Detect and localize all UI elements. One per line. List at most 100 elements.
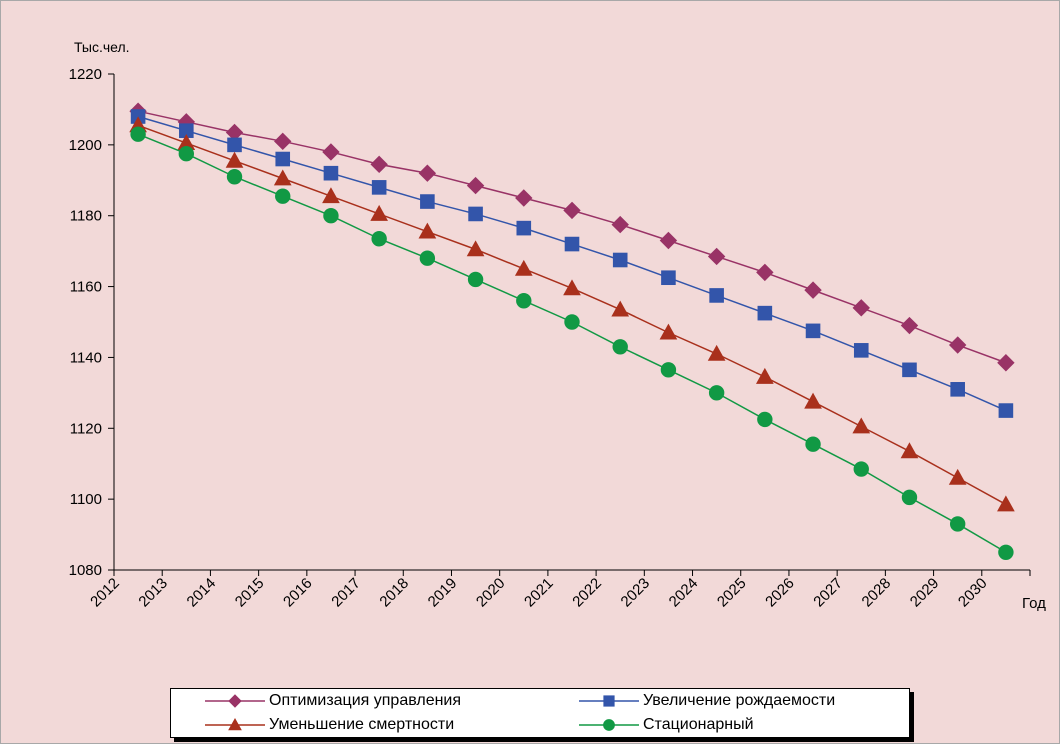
series-2 [130, 109, 1014, 418]
data-point [516, 220, 532, 236]
legend-swatch-marker [603, 695, 615, 707]
data-point [612, 252, 628, 268]
data-point [370, 155, 388, 174]
data-point [611, 215, 629, 234]
legend: Оптимизация управления Увеличение рождаем… [170, 688, 910, 738]
data-point [998, 544, 1014, 560]
data-point [997, 354, 1015, 372]
data-point [900, 316, 919, 335]
legend-label: Уменьшение смертности [269, 716, 455, 733]
data-point [273, 169, 292, 186]
y-tick-label: 1080 [69, 562, 102, 579]
legend-item: Увеличение рождаемости [579, 689, 835, 713]
x-tick-label: 2028 [859, 575, 895, 611]
legend-swatch [579, 695, 639, 707]
data-point [853, 461, 869, 477]
data-point [708, 385, 725, 401]
data-point [612, 339, 628, 355]
data-point [515, 189, 533, 207]
legend-swatch [205, 717, 265, 731]
data-point [130, 126, 146, 142]
data-point [707, 344, 726, 361]
legend-item: Стационарный [579, 713, 754, 737]
data-point [371, 231, 387, 247]
data-point [661, 270, 676, 286]
x-tick-label: 2018 [376, 575, 412, 611]
x-tick-label: 2022 [569, 575, 605, 611]
data-point [468, 206, 483, 222]
y-tick-label: 1180 [70, 208, 102, 225]
x-tick-label: 2015 [232, 575, 268, 611]
data-point [660, 362, 677, 378]
x-tick-label: 2030 [955, 575, 991, 611]
data-point [227, 137, 242, 153]
data-point [756, 263, 774, 282]
data-point [563, 279, 581, 296]
legend-swatch-marker [228, 694, 242, 708]
y-tick-label: 1160 [70, 279, 102, 296]
data-point [755, 367, 774, 384]
data-point [948, 336, 967, 354]
series-line [137, 133, 1007, 553]
data-point [275, 151, 291, 167]
data-point [564, 314, 580, 330]
series-1 [129, 102, 1015, 372]
y-axis-title: Тыс.чел. [74, 39, 130, 55]
data-point [466, 240, 485, 257]
data-point [226, 169, 243, 185]
data-point [322, 187, 340, 204]
data-point [659, 323, 678, 340]
x-tick-label: 2029 [907, 575, 943, 611]
data-point [997, 495, 1015, 512]
data-point [370, 204, 389, 221]
axes: 1080 1100 1120 1140 1160 1180 1200 1220 2012 2013… [69, 66, 1031, 611]
legend-label: Увеличение рождаемости [643, 692, 836, 709]
legend-swatch-marker [228, 717, 242, 731]
legend-swatch [579, 719, 639, 731]
data-point [418, 164, 437, 182]
y-tick-label: 1200 [69, 137, 102, 154]
data-point [902, 362, 917, 378]
data-point [466, 176, 485, 195]
data-point [516, 293, 532, 309]
x-tick-label: 2019 [425, 575, 461, 611]
data-point [852, 299, 870, 317]
legend-item: Оптимизация управления [205, 689, 461, 713]
series-3 [129, 116, 1015, 512]
x-tick-label: 2013 [135, 575, 171, 611]
x-tick-label: 2014 [184, 575, 220, 611]
series-4 [130, 126, 1014, 560]
data-point [659, 231, 678, 250]
data-point [563, 201, 581, 220]
x-tick-label: 2012 [87, 575, 123, 611]
data-point [611, 300, 630, 317]
data-point [419, 250, 436, 266]
legend-swatch-marker [603, 719, 615, 731]
legend-item: Уменьшение смертности [205, 713, 454, 737]
data-point [805, 323, 821, 339]
legend-label: Стационарный [643, 716, 754, 733]
data-point [514, 259, 533, 276]
data-point [998, 403, 1014, 418]
data-point [853, 343, 869, 358]
data-point [948, 468, 967, 485]
data-point [852, 417, 871, 434]
x-tick-label: 2027 [810, 575, 846, 611]
x-tick-label: 2025 [714, 575, 750, 611]
data-point [274, 132, 292, 151]
data-point [420, 194, 435, 209]
y-tick-label: 1100 [70, 491, 102, 508]
data-point [949, 516, 966, 532]
y-tick-label: 1140 [70, 349, 102, 366]
data-point [564, 236, 580, 252]
data-point [178, 146, 195, 162]
x-tick-label: 2021 [521, 575, 557, 611]
data-point [950, 382, 965, 397]
x-axis-title: Год [1022, 595, 1046, 612]
data-point [757, 411, 773, 428]
legend-swatch [205, 694, 265, 708]
data-point [804, 281, 822, 299]
data-point [275, 188, 291, 204]
